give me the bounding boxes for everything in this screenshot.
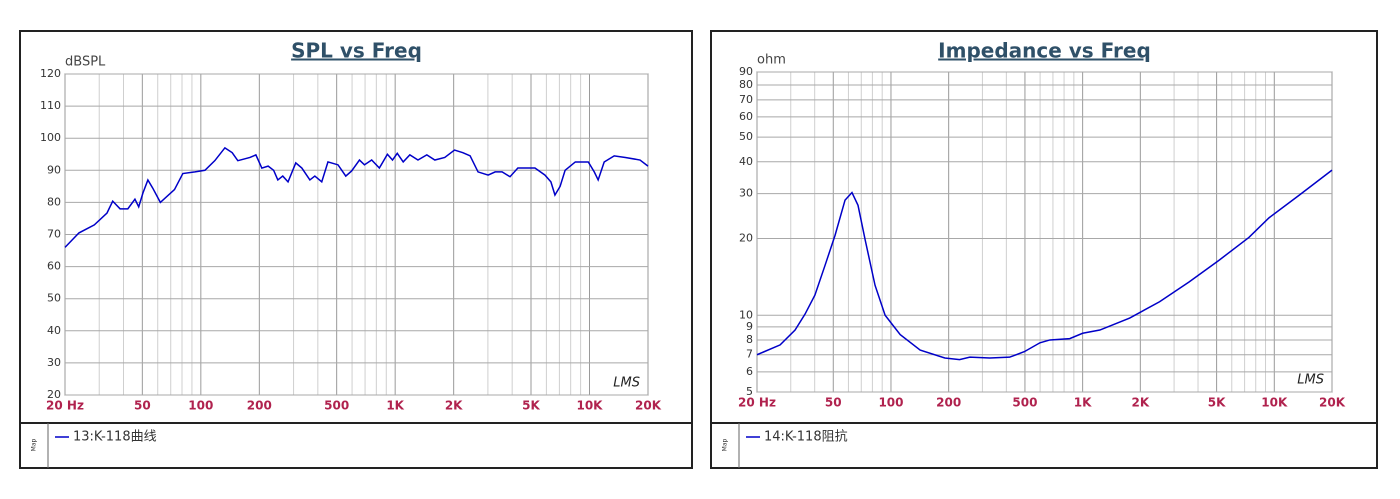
y-tick-label: 10 [739, 308, 753, 321]
y-tick-label: 9 [746, 320, 753, 333]
x-tick-label: 2K [1132, 396, 1150, 410]
x-tick-label: 1K [386, 399, 404, 413]
x-tick-label: 50 [825, 396, 842, 410]
y-tick-label: 50 [47, 292, 61, 305]
y-tick-label: 80 [739, 78, 753, 91]
y-tick-label: 90 [739, 65, 753, 78]
y-tick-label: 40 [739, 155, 753, 168]
y-tick-label: 20 [47, 388, 61, 401]
x-tick-label: 20K [1319, 396, 1346, 410]
x-tick-label: 1K [1074, 396, 1092, 410]
legend-label: 13:K-118曲线 [73, 430, 157, 445]
watermark: LMS [613, 376, 640, 391]
y-tick-label: 100 [40, 131, 61, 144]
y-tick-label: 60 [739, 110, 753, 123]
x-tick-label: 200 [936, 396, 961, 410]
x-tick-label: 2K [445, 399, 463, 413]
y-tick-label: 70 [47, 228, 61, 241]
chart-title: Impedance vs Freq [938, 39, 1151, 63]
x-tick-label: 50 [134, 399, 151, 413]
y-tick-label: 5 [746, 385, 753, 398]
y-tick-label: 70 [739, 93, 753, 106]
x-tick-label: 500 [324, 399, 349, 413]
y-tick-label: 90 [47, 163, 61, 176]
plot-area [756, 71, 1333, 393]
x-tick-label: 100 [188, 399, 213, 413]
chart-title: SPL vs Freq [291, 39, 422, 63]
x-tick-label: 20 Hz [46, 399, 84, 413]
y-tick-label: 120 [40, 67, 61, 80]
x-tick-label: 5K [1208, 396, 1226, 410]
legend-label: 14:K-118阻抗 [764, 430, 848, 445]
watermark: LMS [1297, 373, 1324, 388]
legend-title: Map [31, 438, 38, 451]
y-tick-label: 60 [47, 260, 61, 273]
data-line [756, 169, 1333, 361]
x-tick-label: 10K [576, 399, 603, 413]
x-tick-label: 20K [635, 399, 662, 413]
y-axis-label: ohm [757, 53, 786, 68]
y-tick-label: 80 [47, 195, 61, 208]
y-tick-label: 30 [739, 187, 753, 200]
x-tick-label: 200 [247, 399, 272, 413]
x-tick-label: 5K [522, 399, 540, 413]
data-line [64, 146, 649, 248]
y-tick-label: 8 [746, 333, 753, 346]
x-tick-label: 10K [1261, 396, 1288, 410]
y-tick-label: 7 [746, 348, 753, 361]
legend-title: Map [722, 438, 729, 451]
y-tick-label: 6 [746, 365, 753, 378]
y-tick-label: 20 [739, 232, 753, 245]
y-tick-label: 110 [40, 99, 61, 112]
y-tick-label: 50 [739, 130, 753, 143]
x-tick-label: 20 Hz [738, 396, 776, 410]
x-tick-label: 500 [1012, 396, 1037, 410]
x-tick-label: 100 [878, 396, 903, 410]
y-axis-label: dBSPL [65, 55, 106, 70]
y-tick-label: 40 [47, 324, 61, 337]
y-tick-label: 30 [47, 356, 61, 369]
